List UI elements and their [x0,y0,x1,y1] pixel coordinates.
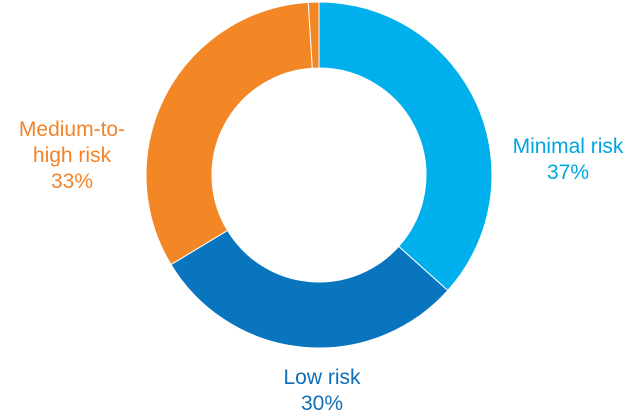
donut-slices [145,1,493,349]
slice-unlabeled [307,1,320,69]
slice-medium-to-high-risk [145,1,313,266]
slice-name-low-risk: Low risk [283,366,361,389]
slice-low-risk [170,229,449,349]
slice-label-low-risk: Low risk 30% [262,365,382,417]
slice-label-minimal-risk: Minimal risk 37% [504,134,632,186]
slice-minimal-risk [318,1,493,292]
slice-label-medium-line1: Medium-to- [18,118,126,141]
slice-name-minimal-risk: Minimal risk [512,135,624,158]
slice-value-medium-to-high-risk: 33% [50,170,94,193]
slice-value-minimal-risk: 37% [546,161,590,184]
slice-value-low-risk: 30% [300,392,344,415]
slice-label-medium-to-high-risk: Medium-to- high risk 33% [6,117,138,195]
slice-label-medium-line2: high risk [32,144,112,167]
